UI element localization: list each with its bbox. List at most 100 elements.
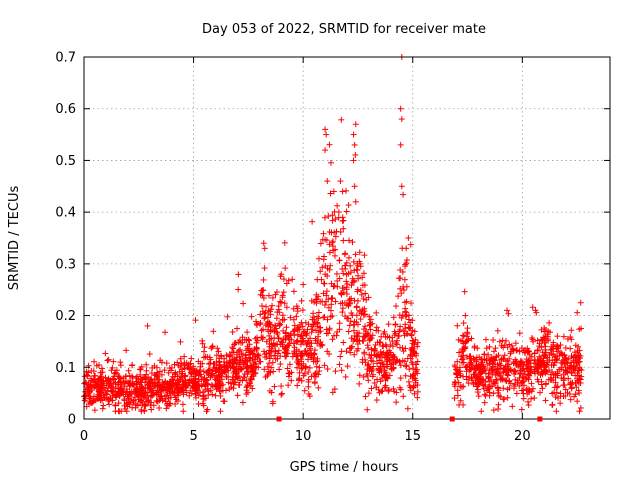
data-point <box>315 333 322 340</box>
data-point <box>399 344 406 351</box>
data-point <box>344 363 351 370</box>
data-point <box>490 337 497 344</box>
data-point <box>531 357 538 364</box>
data-point <box>330 283 337 290</box>
data-point <box>452 379 459 386</box>
data-point <box>381 364 388 371</box>
data-point <box>223 352 230 359</box>
data-point <box>529 304 536 311</box>
data-point <box>325 213 332 220</box>
data-point <box>343 278 350 285</box>
data-point <box>237 356 244 363</box>
data-point <box>235 347 242 354</box>
data-point <box>538 369 545 376</box>
data-point <box>567 345 574 352</box>
data-point <box>309 218 316 225</box>
data-point <box>180 389 187 396</box>
data-point <box>293 346 300 353</box>
data-point <box>345 202 352 209</box>
data-point <box>480 382 487 389</box>
data-point <box>169 385 176 392</box>
data-point <box>327 190 334 197</box>
data-point <box>352 251 359 258</box>
data-point <box>97 385 104 392</box>
data-point <box>389 334 396 341</box>
data-point <box>188 355 195 362</box>
data-point <box>350 327 357 334</box>
data-point <box>283 304 290 311</box>
data-point <box>510 385 517 392</box>
data-point <box>341 262 348 269</box>
data-point <box>147 402 154 409</box>
data-point <box>384 375 391 382</box>
data-point <box>525 357 532 364</box>
data-point <box>279 292 286 299</box>
data-point <box>246 349 253 356</box>
data-point <box>351 351 358 358</box>
data-point <box>206 354 213 361</box>
data-point <box>406 366 413 373</box>
data-point <box>115 400 122 407</box>
data-point <box>246 379 253 386</box>
data-point <box>568 369 575 376</box>
data-point <box>358 291 365 298</box>
data-point <box>339 214 346 221</box>
data-point <box>382 341 389 348</box>
data-point <box>286 361 293 368</box>
data-point <box>512 340 519 347</box>
data-point <box>214 345 221 352</box>
data-point <box>147 377 154 384</box>
data-point <box>163 405 170 412</box>
data-point <box>336 257 343 264</box>
data-point <box>121 402 128 409</box>
data-point <box>139 398 146 405</box>
data-point <box>330 188 337 195</box>
data-point <box>488 365 495 372</box>
data-point <box>329 336 336 343</box>
data-point <box>279 343 286 350</box>
data-point <box>329 212 336 219</box>
data-point <box>243 368 250 375</box>
data-point <box>347 269 354 276</box>
data-point <box>397 323 404 330</box>
data-point <box>207 360 214 367</box>
data-point <box>324 316 331 323</box>
data-point <box>224 313 231 320</box>
data-point <box>126 380 133 387</box>
data-point <box>568 336 575 343</box>
data-point <box>280 289 287 296</box>
data-point <box>575 351 582 358</box>
data-point <box>343 286 350 293</box>
data-point <box>326 141 333 148</box>
data-point <box>187 387 194 394</box>
data-point <box>332 216 339 223</box>
data-point <box>129 381 136 388</box>
data-point <box>365 390 372 397</box>
data-point <box>348 282 355 289</box>
data-point <box>265 292 272 299</box>
data-point <box>384 363 391 370</box>
data-point <box>200 392 207 399</box>
data-point <box>411 341 418 348</box>
data-point <box>361 282 368 289</box>
data-point <box>398 290 405 297</box>
data-point <box>409 375 416 382</box>
data-point <box>172 380 179 387</box>
data-point <box>414 394 421 401</box>
data-point <box>551 359 558 366</box>
data-point <box>122 406 129 413</box>
data-point <box>367 326 374 333</box>
data-point <box>401 299 408 306</box>
data-point <box>299 307 306 314</box>
data-point <box>283 280 290 287</box>
data-point <box>162 329 169 336</box>
data-point <box>109 375 116 382</box>
data-point <box>163 360 170 367</box>
data-point <box>497 393 504 400</box>
data-point <box>331 282 338 289</box>
data-point <box>370 358 377 365</box>
data-point <box>274 355 281 362</box>
data-point <box>528 366 535 373</box>
data-point <box>207 387 214 394</box>
data-point <box>132 404 139 411</box>
